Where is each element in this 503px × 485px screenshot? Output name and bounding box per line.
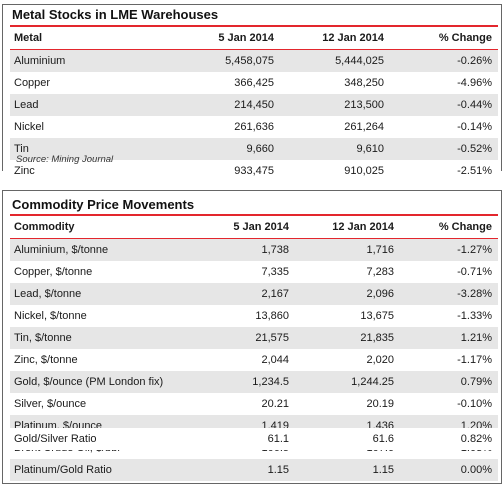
stock-5-jan: 366,425 bbox=[170, 72, 280, 94]
source-note: Source: Mining Journal bbox=[16, 154, 114, 165]
percent-change: -0.10% bbox=[400, 393, 498, 415]
price-5-jan: 1.15 bbox=[200, 459, 295, 481]
percent-change: -2.51% bbox=[390, 160, 498, 182]
ratio-name: Gold/Silver Ratio bbox=[10, 428, 200, 450]
percent-change: 0.82% bbox=[400, 428, 498, 450]
price-12-jan: 2,020 bbox=[295, 349, 400, 371]
metal-stocks-table: Metal 5 Jan 2014 12 Jan 2014 % Change Al… bbox=[10, 27, 498, 182]
table-row: Lead 214,450 213,500 -0.44% bbox=[10, 94, 498, 116]
column-header: % Change bbox=[390, 27, 498, 50]
commodity-name: Tin, $/tonne bbox=[10, 327, 200, 349]
table-row: Lead, $/tonne 2,167 2,096 -3.28% bbox=[10, 283, 498, 305]
percent-change: -1.27% bbox=[400, 238, 498, 261]
table-row: Nickel, $/tonne 13,860 13,675 -1.33% bbox=[10, 305, 498, 327]
price-5-jan: 20.21 bbox=[200, 393, 295, 415]
table-row: Platinum/Gold Ratio 1.15 1.15 0.00% bbox=[10, 459, 498, 481]
commodity-name: Platinum/Gold Ratio bbox=[10, 459, 200, 481]
stock-12-jan: 348,250 bbox=[280, 72, 390, 94]
commodity-name: Silver, $/ounce bbox=[10, 393, 200, 415]
price-5-jan: 2,044 bbox=[200, 349, 295, 371]
stock-12-jan: 910,025 bbox=[280, 160, 390, 182]
price-12-jan: 1.15 bbox=[295, 459, 400, 481]
metal-name: Aluminium bbox=[10, 49, 170, 72]
metal-name: Nickel bbox=[10, 116, 170, 138]
metal-stocks-title: Metal Stocks in LME Warehouses bbox=[12, 7, 219, 22]
table-row: Nickel 261,636 261,264 -0.14% bbox=[10, 116, 498, 138]
metal-stocks-panel bbox=[2, 4, 502, 171]
percent-change: -1.17% bbox=[400, 349, 498, 371]
price-5-jan: 7,335 bbox=[200, 261, 295, 283]
price-5-jan: 13,860 bbox=[200, 305, 295, 327]
commodity-name: Lead, $/tonne bbox=[10, 283, 200, 305]
title-divider bbox=[10, 25, 498, 27]
ratio-5-jan: 61.1 bbox=[200, 428, 295, 450]
metal-name: Zinc bbox=[10, 160, 170, 182]
price-5-jan: 21,575 bbox=[200, 327, 295, 349]
commodity-prices-panel bbox=[2, 190, 502, 484]
price-12-jan: 20.19 bbox=[295, 393, 400, 415]
stock-12-jan: 261,264 bbox=[280, 116, 390, 138]
percent-change: -0.44% bbox=[390, 94, 498, 116]
column-header: % Change bbox=[400, 216, 498, 239]
commodity-name: Gold, $/ounce (PM London fix) bbox=[10, 371, 200, 393]
percent-change: 1.21% bbox=[400, 327, 498, 349]
percent-change: -0.71% bbox=[400, 261, 498, 283]
metal-name: Lead bbox=[10, 94, 170, 116]
column-header: 5 Jan 2014 bbox=[170, 27, 280, 50]
table-row: Copper 366,425 348,250 -4.96% bbox=[10, 72, 498, 94]
commodity-prices-title: Commodity Price Movements bbox=[12, 197, 195, 212]
price-12-jan: 1,244.25 bbox=[295, 371, 400, 393]
stock-5-jan: 9,660 bbox=[170, 138, 280, 160]
percent-change: -4.96% bbox=[390, 72, 498, 94]
stock-5-jan: 214,450 bbox=[170, 94, 280, 116]
table-row: Aluminium 5,458,075 5,444,025 -0.26% bbox=[10, 49, 498, 72]
column-header: 12 Jan 2014 bbox=[280, 27, 390, 50]
price-5-jan: 1,738 bbox=[200, 238, 295, 261]
price-12-jan: 2,096 bbox=[295, 283, 400, 305]
column-header: Metal bbox=[10, 27, 170, 50]
price-12-jan: 13,675 bbox=[295, 305, 400, 327]
table-row: Zinc 933,475 910,025 -2.51% bbox=[10, 160, 498, 182]
price-5-jan: 1,234.5 bbox=[200, 371, 295, 393]
commodity-name: Copper, $/tonne bbox=[10, 261, 200, 283]
stock-12-jan: 9,610 bbox=[280, 138, 390, 160]
metal-name: Copper bbox=[10, 72, 170, 94]
percent-change: 0.79% bbox=[400, 371, 498, 393]
percent-change: -0.26% bbox=[390, 49, 498, 72]
table-row: Gold/Silver Ratio 61.1 61.6 0.82% bbox=[10, 428, 498, 450]
price-12-jan: 21,835 bbox=[295, 327, 400, 349]
percent-change: -1.33% bbox=[400, 305, 498, 327]
table-header-row: Metal 5 Jan 2014 12 Jan 2014 % Change bbox=[10, 27, 498, 50]
percent-change: 0.00% bbox=[400, 459, 498, 481]
stock-12-jan: 213,500 bbox=[280, 94, 390, 116]
stock-12-jan: 5,444,025 bbox=[280, 49, 390, 72]
stock-5-jan: 5,458,075 bbox=[170, 49, 280, 72]
stock-5-jan: 933,475 bbox=[170, 160, 280, 182]
metal-name: Tin bbox=[10, 138, 170, 160]
table-row: Copper, $/tonne 7,335 7,283 -0.71% bbox=[10, 261, 498, 283]
percent-change: -0.14% bbox=[390, 116, 498, 138]
stock-5-jan: 261,636 bbox=[170, 116, 280, 138]
column-header: Commodity bbox=[10, 216, 200, 239]
commodity-name: Zinc, $/tonne bbox=[10, 349, 200, 371]
percent-change: -0.52% bbox=[390, 138, 498, 160]
price-12-jan: 7,283 bbox=[295, 261, 400, 283]
column-header: 12 Jan 2014 bbox=[295, 216, 400, 239]
table-row: Tin 9,660 9,610 -0.52% bbox=[10, 138, 498, 160]
price-12-jan: 1,716 bbox=[295, 238, 400, 261]
table-row: Silver, $/ounce 20.21 20.19 -0.10% bbox=[10, 393, 498, 415]
column-header: 5 Jan 2014 bbox=[200, 216, 295, 239]
title-divider bbox=[10, 214, 498, 216]
commodity-name: Nickel, $/tonne bbox=[10, 305, 200, 327]
price-5-jan: 2,167 bbox=[200, 283, 295, 305]
gold-silver-ratio-table: Gold/Silver Ratio 61.1 61.6 0.82% bbox=[10, 428, 498, 450]
ratio-12-jan: 61.6 bbox=[295, 428, 400, 450]
percent-change: -3.28% bbox=[400, 283, 498, 305]
table-row: Zinc, $/tonne 2,044 2,020 -1.17% bbox=[10, 349, 498, 371]
table-row: Aluminium, $/tonne 1,738 1,716 -1.27% bbox=[10, 238, 498, 261]
table-row: Tin, $/tonne 21,575 21,835 1.21% bbox=[10, 327, 498, 349]
table-row: Gold, $/ounce (PM London fix) 1,234.5 1,24… bbox=[10, 371, 498, 393]
commodity-name: Aluminium, $/tonne bbox=[10, 238, 200, 261]
table-header-row: Commodity 5 Jan 2014 12 Jan 2014 % Chang… bbox=[10, 216, 498, 239]
